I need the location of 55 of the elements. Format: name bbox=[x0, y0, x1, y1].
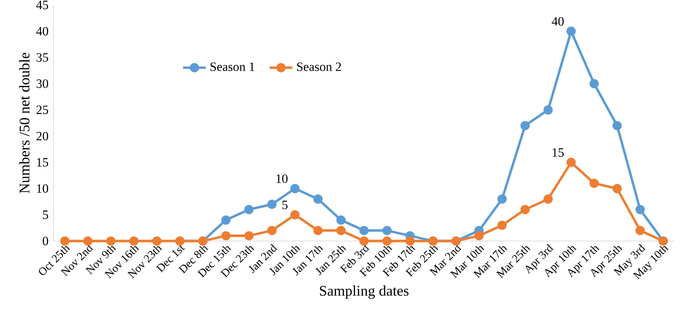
point bbox=[382, 226, 392, 236]
point bbox=[221, 215, 231, 225]
y-tick-label: 35 bbox=[36, 53, 48, 62]
point bbox=[520, 120, 530, 130]
point bbox=[244, 231, 254, 240]
point bbox=[359, 226, 369, 236]
point bbox=[152, 236, 162, 246]
point bbox=[60, 236, 70, 246]
point bbox=[543, 194, 553, 204]
point bbox=[244, 204, 254, 214]
annotation: 10 bbox=[276, 174, 288, 183]
point bbox=[290, 184, 300, 194]
point bbox=[543, 105, 553, 115]
y-tick-label: 45 bbox=[36, 0, 48, 10]
point bbox=[635, 226, 645, 236]
point bbox=[612, 184, 622, 194]
y-tick-label: 10 bbox=[37, 184, 48, 193]
y-tick-label: 0 bbox=[42, 236, 48, 246]
point bbox=[129, 236, 139, 246]
point bbox=[290, 210, 300, 220]
point bbox=[474, 231, 484, 240]
y-tick-label: 15 bbox=[37, 158, 48, 167]
point bbox=[382, 236, 392, 246]
annotation: 5 bbox=[282, 200, 288, 210]
point bbox=[566, 26, 576, 36]
point bbox=[612, 120, 622, 130]
annotation: 40 bbox=[552, 17, 564, 26]
point bbox=[336, 226, 346, 236]
point bbox=[497, 194, 507, 204]
y-tick-label: 25 bbox=[36, 106, 48, 114]
point bbox=[589, 79, 599, 88]
point bbox=[635, 204, 645, 214]
point bbox=[267, 226, 277, 236]
point bbox=[83, 236, 93, 246]
legend-label: Season 2 bbox=[297, 62, 341, 72]
point bbox=[267, 200, 277, 209]
point bbox=[405, 236, 415, 246]
point bbox=[520, 204, 530, 214]
point bbox=[566, 158, 576, 167]
point bbox=[336, 215, 346, 225]
annotation: 15 bbox=[552, 148, 564, 157]
legend-label: Season 1 bbox=[210, 62, 254, 72]
point bbox=[313, 194, 323, 204]
point bbox=[221, 231, 231, 240]
point bbox=[313, 226, 323, 236]
point bbox=[589, 178, 599, 188]
y-axis-title: Numbers /50 net double bbox=[19, 52, 30, 194]
y-tick-label: 40 bbox=[36, 26, 48, 36]
point bbox=[359, 236, 369, 246]
point bbox=[497, 220, 507, 230]
y-tick-label: 30 bbox=[36, 79, 48, 88]
x-axis-title: Sampling dates bbox=[320, 285, 408, 299]
y-tick-label: 5 bbox=[43, 210, 48, 219]
y-tick-label: 20 bbox=[36, 132, 48, 140]
point bbox=[106, 236, 116, 246]
